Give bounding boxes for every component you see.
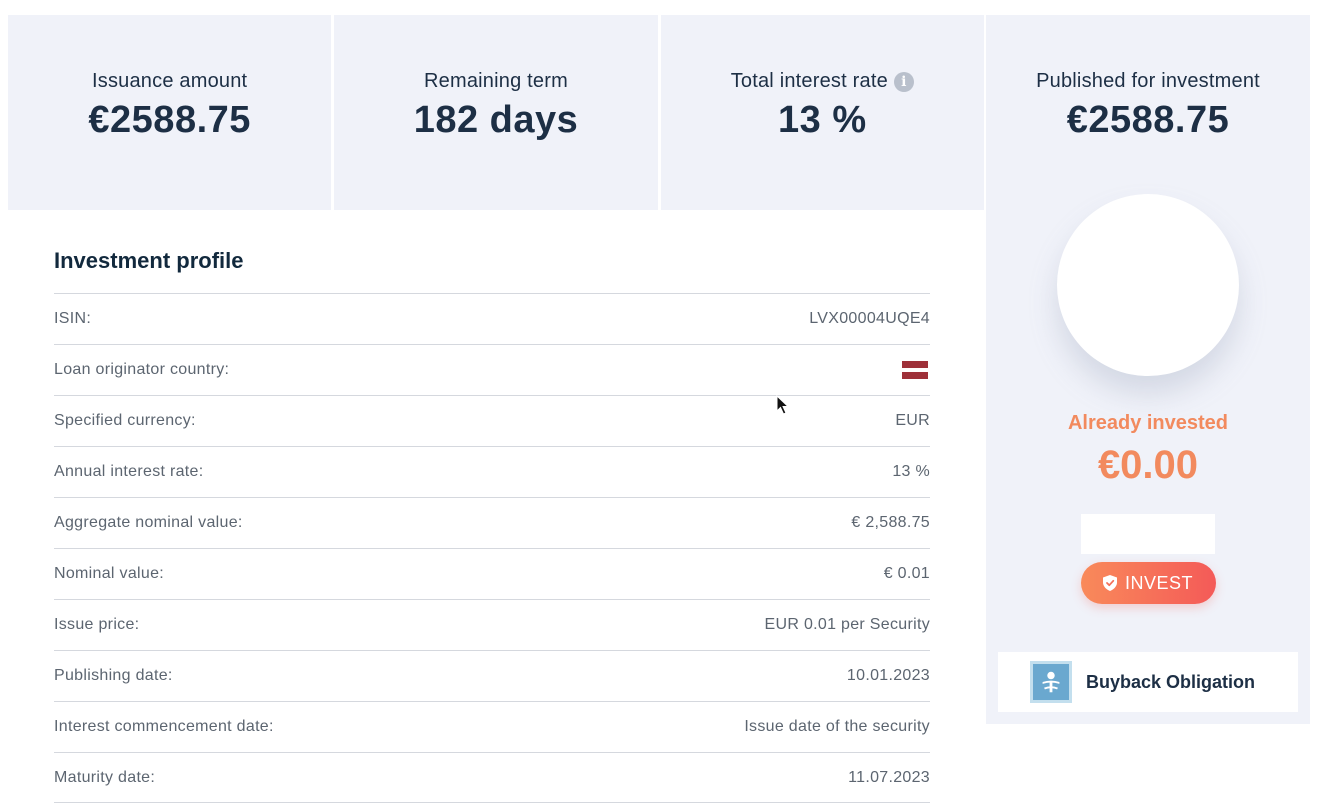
profile-row-publishing-date: Publishing date: 10.01.2023 [54, 650, 930, 701]
profile-row-interest-commencement: Interest commencement date: Issue date o… [54, 701, 930, 752]
row-label: Interest commencement date: [54, 718, 274, 735]
row-label: Publishing date: [54, 667, 173, 684]
row-label: Issue price: [54, 616, 140, 633]
profile-row-currency: Specified currency: EUR [54, 395, 930, 446]
published-label: Published for investment [1036, 70, 1260, 92]
investment-profile-title: Investment profile [54, 248, 244, 273]
stat-label: Remaining term [424, 70, 568, 92]
row-value: € 2,588.75 [851, 514, 930, 531]
stat-remaining-term: Remaining term 182 days [334, 15, 658, 210]
buyback-obligation-label: Buyback Obligation [1086, 671, 1256, 692]
buyback-obligation-badge[interactable]: Buyback Obligation [998, 652, 1298, 712]
info-icon[interactable]: i [893, 71, 914, 92]
stat-value: 13 % [778, 99, 867, 141]
invest-amount-input[interactable] [1081, 514, 1215, 554]
stat-label: Issuance amount [92, 70, 248, 92]
row-label: Specified currency: [54, 412, 196, 429]
invest-button-label: INVEST [1124, 572, 1193, 593]
profile-row-issue-price: Issue price: EUR 0.01 per Security [54, 599, 930, 650]
row-label: Aggregate nominal value: [54, 514, 243, 531]
profile-row-aggregate-nominal: Aggregate nominal value: € 2,588.75 [54, 497, 930, 548]
investment-profile: Investment profile ISIN: LVX00004UQE4 Lo… [54, 248, 930, 803]
row-label: Maturity date: [54, 768, 156, 786]
progress-circle [1057, 194, 1239, 376]
row-value: 10.01.2023 [846, 667, 930, 684]
row-label: Nominal value: [54, 565, 165, 582]
row-value: LVX00004UQE4 [809, 310, 930, 327]
row-value: EUR [895, 412, 930, 429]
investment-side-panel: Published for investment €2588.75 Alread… [986, 15, 1310, 724]
row-value: Issue date of the security [744, 718, 930, 735]
already-invested-value: €0.00 [1097, 443, 1199, 487]
mouse-cursor-icon [776, 395, 790, 415]
row-value: 11.07.2023 [848, 768, 930, 786]
stat-label-row: Total interest rate i [731, 70, 914, 93]
row-value: € 0.01 [883, 565, 930, 582]
stat-label: Total interest rate [730, 70, 888, 92]
stat-value: €2588.75 [88, 99, 251, 141]
stat-issuance-amount: Issuance amount €2588.75 [8, 15, 332, 210]
profile-row-nominal: Nominal value: € 0.01 [54, 548, 930, 599]
profile-row-isin: ISIN: LVX00004UQE4 [54, 293, 930, 344]
row-label: Loan originator country: [54, 361, 230, 378]
row-label: ISIN: [54, 310, 92, 327]
published-value: €2588.75 [1066, 99, 1230, 141]
invest-button[interactable]: INVEST [1080, 562, 1216, 604]
stat-value: 182 days [413, 99, 579, 141]
stats-bar: Issuance amount €2588.75 Remaining term … [8, 15, 984, 210]
already-invested-label: Already invested [1067, 412, 1229, 434]
shield-check-icon [1102, 575, 1117, 591]
latvia-flag-icon [902, 361, 928, 379]
row-value: 13 % [892, 463, 930, 480]
row-value: EUR 0.01 per Security [764, 616, 930, 633]
row-label: Annual interest rate: [54, 463, 204, 480]
profile-row-annual-interest: Annual interest rate: 13 % [54, 446, 930, 497]
buyback-obligation-icon [1030, 661, 1072, 703]
profile-row-maturity-date: Maturity date: 11.07.2023 [54, 752, 930, 803]
profile-row-country: Loan originator country: [54, 344, 930, 395]
stat-total-interest-rate: Total interest rate i 13 % [660, 15, 984, 210]
